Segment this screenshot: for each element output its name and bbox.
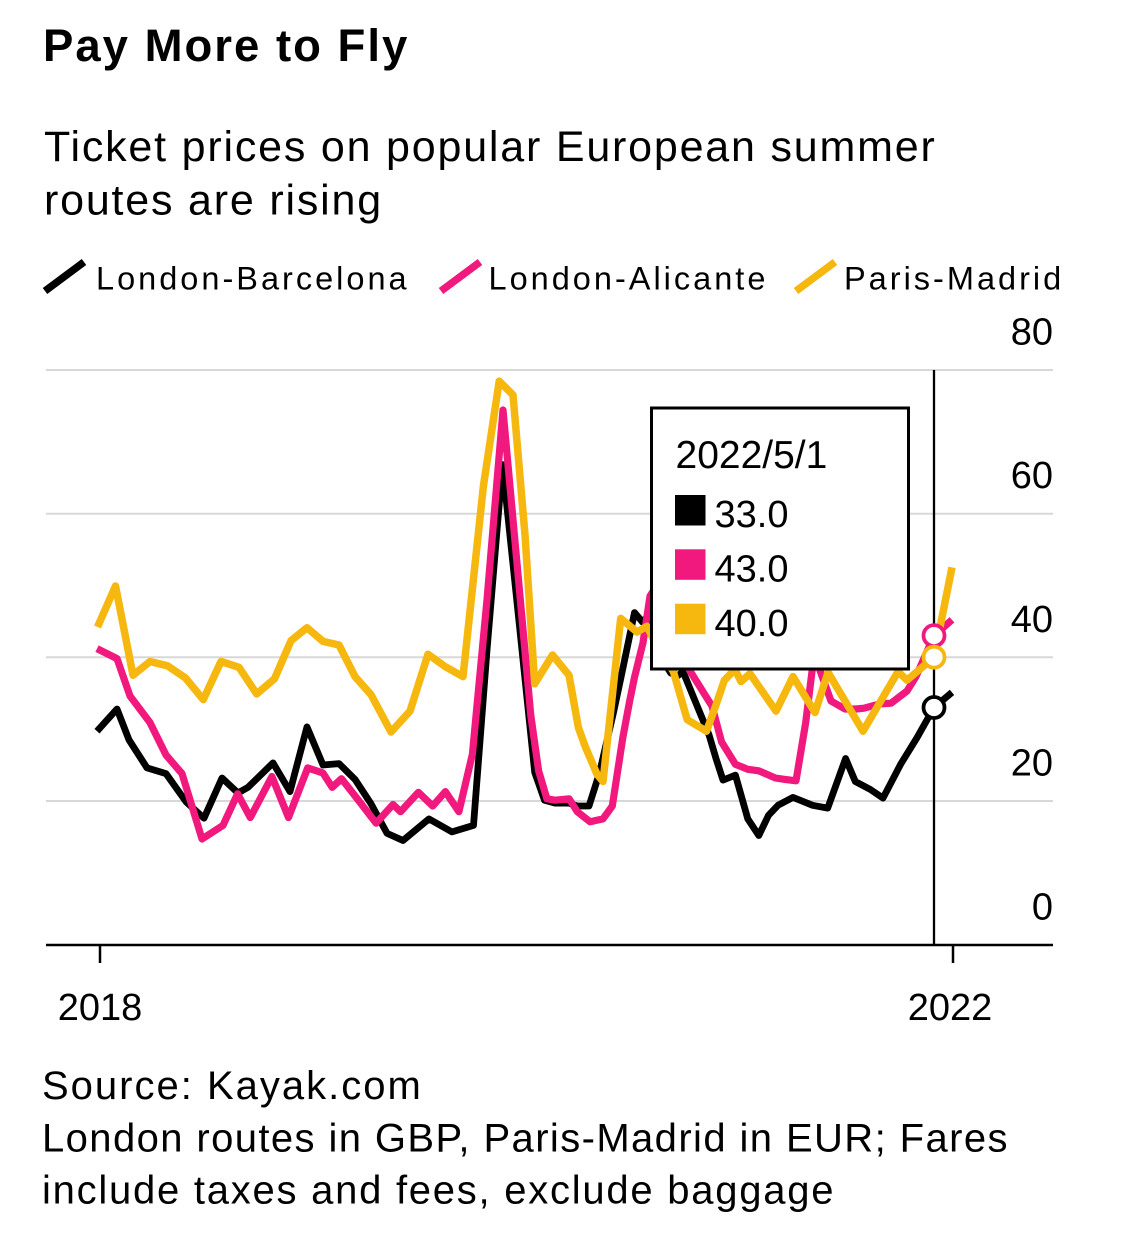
svg-text:60: 60 <box>1011 455 1053 497</box>
svg-text:40: 40 <box>1011 599 1053 641</box>
svg-text:London-Alicante: London-Alicante <box>489 261 769 297</box>
svg-text:routes are rising: routes are rising <box>44 176 383 224</box>
svg-text:43.0: 43.0 <box>715 548 789 590</box>
svg-text:80: 80 <box>1011 312 1053 354</box>
svg-text:33.0: 33.0 <box>715 494 789 536</box>
svg-text:Source: Kayak.com: Source: Kayak.com <box>42 1064 423 1108</box>
svg-text:0: 0 <box>1032 886 1053 928</box>
svg-text:2018: 2018 <box>58 987 143 1029</box>
svg-text:2022: 2022 <box>908 987 993 1029</box>
svg-text:London-Barcelona: London-Barcelona <box>96 261 410 297</box>
svg-text:20: 20 <box>1011 743 1053 785</box>
svg-text:Paris-Madrid: Paris-Madrid <box>844 261 1064 297</box>
svg-text:include taxes and fees, exclud: include taxes and fees, exclude baggage <box>42 1169 835 1213</box>
svg-text:40.0: 40.0 <box>715 603 789 645</box>
svg-text:2022/5/1: 2022/5/1 <box>676 434 828 477</box>
svg-text:London routes in GBP, Paris-Ma: London routes in GBP, Paris-Madrid in EU… <box>42 1117 1009 1161</box>
svg-text:Ticket prices on popular Europ: Ticket prices on popular European summer <box>44 123 937 171</box>
svg-text:Pay More to Fly: Pay More to Fly <box>43 20 409 71</box>
